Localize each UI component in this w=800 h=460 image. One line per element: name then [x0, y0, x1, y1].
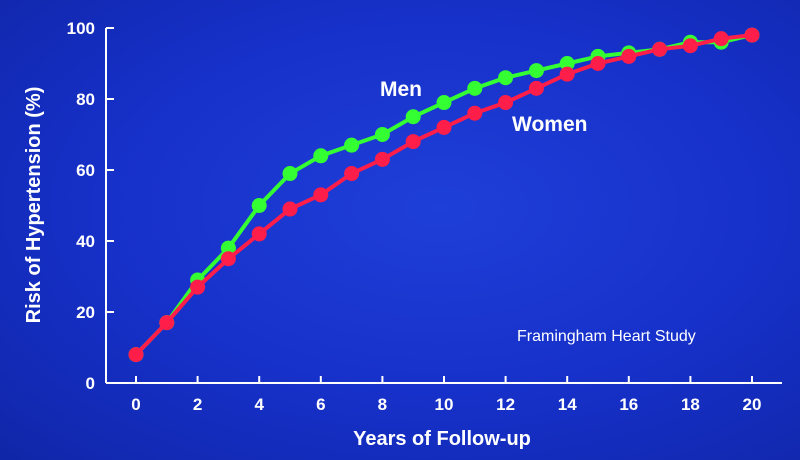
- series-line-women: [134, 33, 753, 356]
- series-layer: [128, 27, 760, 363]
- data-point-women: [159, 315, 175, 331]
- data-point-men: [559, 56, 575, 71]
- series-women: [128, 27, 760, 363]
- series-line-men: [134, 33, 753, 356]
- data-point-men: [313, 148, 329, 164]
- data-point-women: [682, 38, 698, 54]
- annotation-text: Framingham Heart Study: [517, 328, 696, 345]
- data-point-women: [498, 95, 514, 111]
- series-men: [128, 27, 760, 363]
- data-point-men: [498, 70, 514, 86]
- data-point-women: [652, 41, 668, 57]
- data-point-men: [467, 80, 483, 96]
- data-point-women: [744, 27, 760, 43]
- x-tick-label: 6: [316, 395, 325, 414]
- data-point-women: [374, 151, 390, 167]
- x-tick-label: 20: [743, 395, 762, 414]
- y-axis-title: Risk of Hypertension (%): [23, 87, 45, 324]
- x-tick-label: 14: [558, 395, 577, 414]
- data-point-men: [374, 127, 390, 142]
- data-point-women: [220, 251, 236, 267]
- y-tick-label: 40: [76, 232, 95, 251]
- data-point-women: [528, 80, 544, 96]
- x-tick-label: 4: [254, 395, 264, 414]
- data-point-women: [436, 119, 452, 135]
- data-point-men: [220, 240, 236, 256]
- data-point-men: [405, 109, 421, 125]
- data-point-women: [467, 105, 483, 121]
- data-point-women: [128, 347, 144, 363]
- data-point-men: [528, 63, 544, 79]
- x-tick-label: 10: [435, 395, 454, 414]
- data-point-women: [405, 134, 421, 150]
- y-tick-label: 0: [86, 374, 95, 393]
- data-point-women: [621, 48, 637, 64]
- data-point-women: [713, 31, 729, 47]
- data-point-men: [251, 198, 267, 213]
- data-point-men: [282, 166, 298, 182]
- y-tick-label: 100: [67, 19, 95, 38]
- data-point-women: [251, 226, 267, 242]
- data-point-women: [313, 187, 329, 203]
- data-point-women: [282, 201, 298, 217]
- y-tick-label: 80: [76, 90, 95, 109]
- x-tick-label: 8: [378, 395, 387, 414]
- x-tick-label: 18: [681, 395, 700, 414]
- x-tick-label: 0: [131, 395, 140, 414]
- series-label-men: Men: [380, 78, 422, 101]
- x-tick-label: 2: [193, 395, 202, 414]
- x-tick-label: 16: [619, 395, 638, 414]
- x-tick-label: 12: [496, 395, 515, 414]
- data-point-women: [559, 66, 575, 82]
- y-tick-label: 60: [76, 161, 95, 180]
- data-point-women: [590, 56, 606, 71]
- data-point-men: [344, 137, 360, 153]
- x-axis-title: Years of Follow-up: [353, 428, 531, 450]
- y-ticks: 0 20 40 60 80 100: [67, 19, 114, 393]
- data-point-women: [190, 279, 206, 295]
- y-tick-label: 20: [76, 303, 95, 322]
- series-label-women: Women: [512, 113, 587, 136]
- x-ticks: 0 2 4 6 8 10 12 14 16 18 20: [131, 376, 761, 414]
- data-point-women: [344, 166, 360, 182]
- data-point-men: [436, 95, 452, 111]
